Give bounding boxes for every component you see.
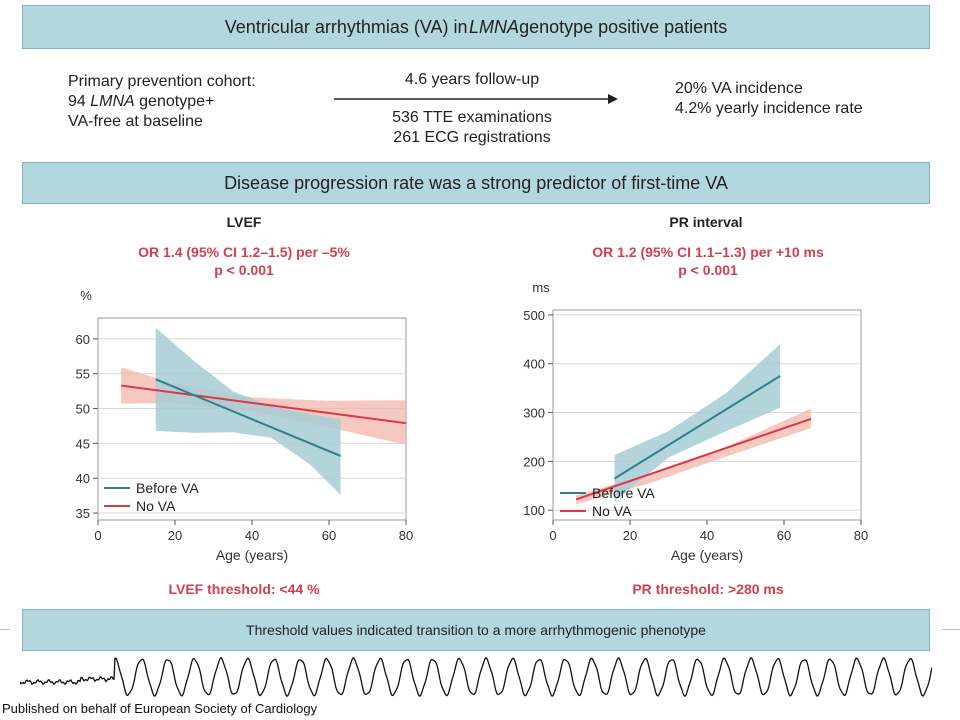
footer-banner: Threshold values indicated transition to… <box>22 609 930 651</box>
c1-legend-label: No VA <box>592 503 632 519</box>
results-summary: 20% VA incidence 4.2% yearly incidence r… <box>675 79 863 119</box>
c0-line-no-va <box>120 384 407 425</box>
c1-x-tick-label: 40 <box>700 528 714 543</box>
yearly-incidence: 4.2% yearly incidence rate <box>675 100 863 117</box>
pr-or-line: OR 1.2 (95% CI 1.1–1.3) per +10 ms <box>592 244 824 260</box>
c1-x-tick-label: 0 <box>549 528 556 543</box>
c1-y-tick-label: 500 <box>523 308 545 323</box>
c0-y-tick-label: 45 <box>76 436 90 451</box>
ecg-waveform <box>20 656 932 698</box>
followup-duration: 4.6 years follow-up <box>404 71 540 88</box>
followup-ecg: 261 ECG registrations <box>393 129 551 146</box>
pr-p-value: p < 0.001 <box>678 262 738 278</box>
section-banner: Disease progression rate was a strong pr… <box>22 162 930 204</box>
c0-legend-label: Before VA <box>136 480 199 496</box>
lvef-threshold: LVEF threshold: <44 % <box>168 581 320 597</box>
cohort-count: 94 <box>68 93 91 110</box>
title-prefix: Ventricular arrhythmias (VA) in <box>224 16 468 37</box>
lvef-chart: 35 40 45 50 55 60 0 20 40 60 80 Age (years)% Before … <box>76 288 414 563</box>
c0-y-tick-label: 40 <box>76 471 90 486</box>
cohort-line-2: 94 LMNA genotype+ <box>68 92 256 112</box>
c0-y-tick-label: 50 <box>76 402 90 417</box>
cohort-line-1: Primary prevention cohort: <box>68 73 256 90</box>
cohort-genotype: genotype+ <box>134 93 215 110</box>
title-gene: LMNA <box>469 16 520 37</box>
lvef-odds-ratio: OR 1.4 (95% CI 1.2–1.5) per –5% p < 0.00… <box>64 243 424 279</box>
c0-legend-label: No VA <box>136 498 176 514</box>
followup-tte: 536 TTE examinations <box>392 109 552 126</box>
divider-left <box>0 629 10 630</box>
c1-y-tick-label: 400 <box>523 357 545 372</box>
c0-y-tick-label: 60 <box>76 332 90 347</box>
c0-band-before-va <box>155 327 341 495</box>
pr-odds-ratio: OR 1.2 (95% CI 1.1–1.3) per +10 ms p < 0… <box>528 243 888 279</box>
pr-chart: 100 200 300 400 500 0 20 40 60 80 Age (years) ms Bef… <box>523 282 868 563</box>
lvef-panel-title: LVEF <box>226 214 262 230</box>
cohort-line-3: VA-free at baseline <box>68 113 203 130</box>
footer-banner-text: Threshold values indicated transition to… <box>246 622 706 638</box>
c1-y-tick-label: 200 <box>523 454 545 469</box>
lvef-or-line: OR 1.4 (95% CI 1.2–1.5) per –5% <box>138 244 350 260</box>
c1-x-axis-label: Age (years) <box>671 547 743 563</box>
c1-y-axis-label: ms <box>532 282 550 295</box>
section-banner-text: Disease progression rate was a strong pr… <box>224 172 728 193</box>
c1-y-tick-label: 300 <box>523 406 545 421</box>
c0-y-tick-label: 55 <box>76 367 90 382</box>
c1-line-no-va <box>575 417 812 501</box>
cohort-description: Primary prevention cohort: 94 LMNA genot… <box>68 72 256 132</box>
cohort-gene: LMNA <box>90 93 135 110</box>
c0-y-tick-label: 35 <box>76 506 90 521</box>
pr-threshold: PR threshold: >280 ms <box>632 581 784 597</box>
va-incidence: 20% VA incidence <box>675 80 803 97</box>
c1-x-tick-label: 20 <box>623 528 637 543</box>
title-suffix: genotype positive patients <box>519 16 728 37</box>
c0-x-tick-label: 40 <box>245 528 259 543</box>
c0-line-before-va <box>155 378 341 457</box>
lvef-p-value: p < 0.001 <box>214 262 274 278</box>
c0-x-axis-label: Age (years) <box>216 547 288 563</box>
pr-panel-title: PR interval <box>669 214 743 230</box>
c1-y-tick-label: 100 <box>523 503 545 518</box>
c1-line-before-va <box>614 375 781 480</box>
c0-x-tick-label: 20 <box>168 528 182 543</box>
c0-x-tick-label: 60 <box>322 528 336 543</box>
title-banner: Ventricular arrhythmias (VA) in LMNA gen… <box>22 5 930 49</box>
c0-y-axis-label: % <box>80 288 92 303</box>
divider-right <box>942 629 960 630</box>
publisher-credit: Published on behalf of European Society … <box>2 701 318 716</box>
c1-x-tick-label: 60 <box>777 528 791 543</box>
c0-x-tick-label: 0 <box>94 528 101 543</box>
c1-band-before-va <box>614 344 781 502</box>
ecg-trace <box>20 656 932 698</box>
c1-legend-label: Before VA <box>592 485 655 501</box>
followup-arrow <box>334 94 618 104</box>
c1-x-tick-label: 80 <box>854 528 868 543</box>
c0-x-tick-label: 80 <box>399 528 413 543</box>
